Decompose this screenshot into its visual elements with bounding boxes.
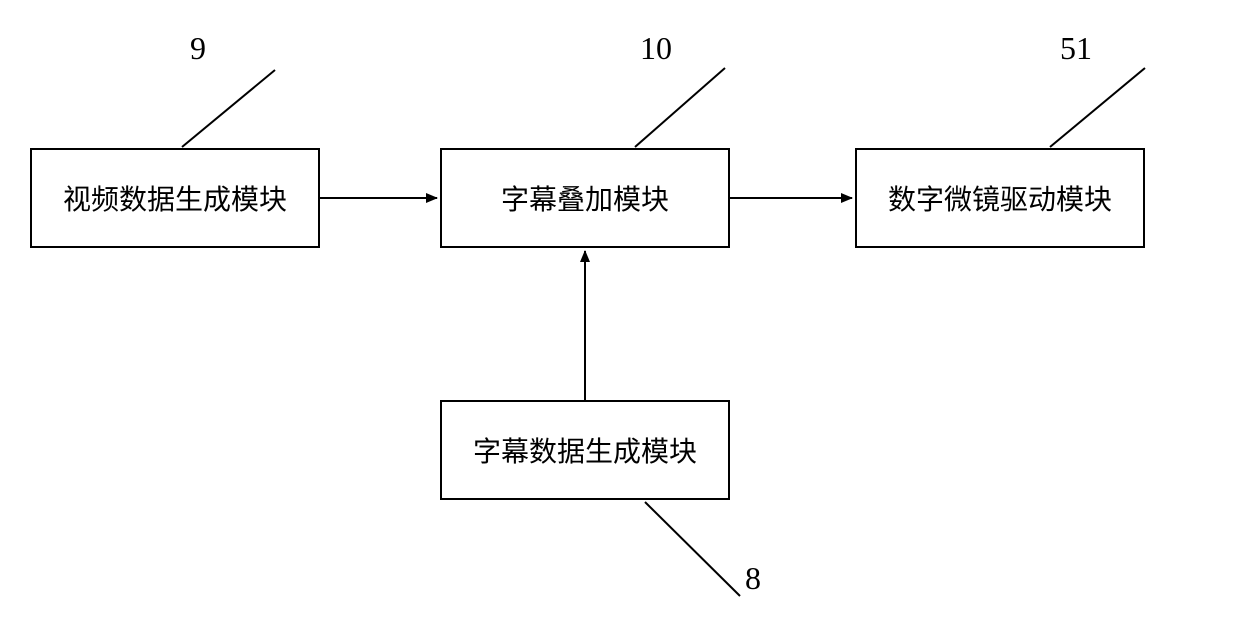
ref-label-10: 10: [640, 30, 672, 67]
ref-label-9: 9: [190, 30, 206, 67]
node-subtitle-gen: 字幕数据生成模块: [440, 400, 730, 500]
ref-label-51: 51: [1060, 30, 1092, 67]
connectors-svg: [0, 0, 1240, 629]
node-dmd-driver-label: 数字微镜驱动模块: [888, 178, 1112, 218]
leader-line-9: [182, 70, 275, 147]
node-subtitle-overlay: 字幕叠加模块: [440, 148, 730, 248]
node-subtitle-overlay-label: 字幕叠加模块: [501, 178, 669, 218]
node-video-gen: 视频数据生成模块: [30, 148, 320, 248]
leader-line-51: [1050, 68, 1145, 147]
node-video-gen-label: 视频数据生成模块: [63, 178, 287, 218]
block-diagram: 视频数据生成模块 9 字幕叠加模块 10 数字微镜驱动模块 51 字幕数据生成模…: [0, 0, 1240, 629]
node-subtitle-gen-label: 字幕数据生成模块: [473, 430, 697, 470]
ref-label-8: 8: [745, 560, 761, 597]
leader-line-10: [635, 68, 725, 147]
node-dmd-driver: 数字微镜驱动模块: [855, 148, 1145, 248]
leader-line-8: [645, 502, 740, 596]
